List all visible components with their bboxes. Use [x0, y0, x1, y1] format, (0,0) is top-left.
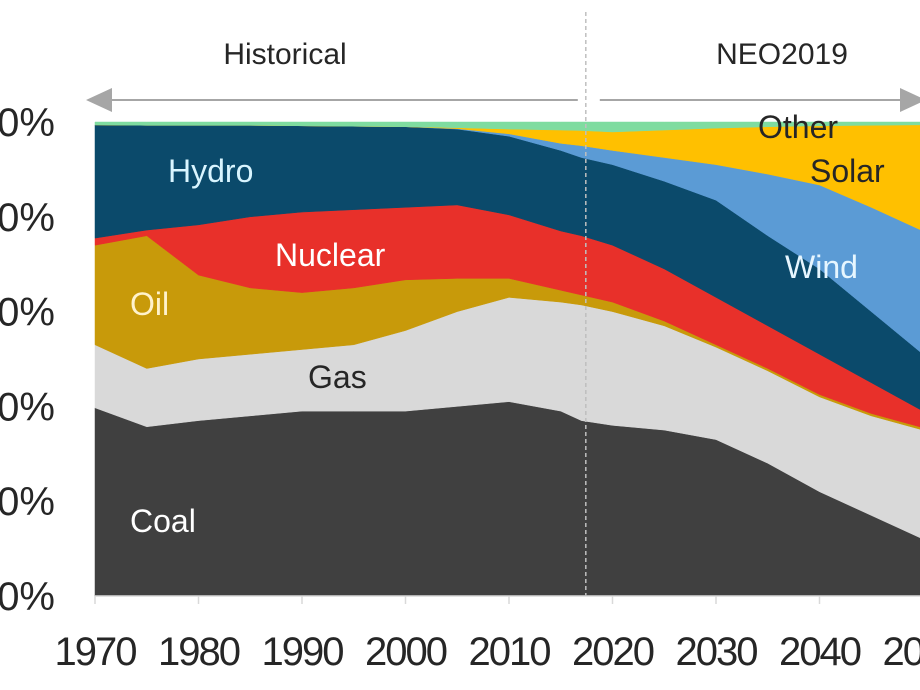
x-tick-label: 2020: [572, 630, 654, 674]
y-tick-label: 40%: [0, 385, 55, 429]
series-label-solar: Solar: [810, 153, 885, 189]
y-tick-label: 60%: [0, 291, 55, 335]
x-tick-label: 2030: [676, 630, 758, 674]
forecast-label: NEO2019: [716, 38, 848, 71]
x-tick-label: 1990: [262, 630, 344, 674]
series-label-coal: Coal: [130, 503, 196, 539]
x-tick-label: 2010: [469, 630, 551, 674]
series-label-other: Other: [758, 109, 838, 145]
axes: [94, 12, 920, 604]
historical-label: Historical: [223, 38, 346, 71]
tick-labels: 1970 1980 1990 2000 2010 2020 2030 2040 2050 0% 20…: [0, 101, 920, 674]
y-tick-label: 80%: [0, 196, 55, 240]
x-tick-label: 1970: [55, 630, 137, 674]
arrow-left-icon: [86, 88, 112, 112]
series-labels: Coal Gas Oil Nuclear Hydro Wind Solar Other: [130, 109, 885, 539]
series-label-nuclear: Nuclear: [275, 237, 386, 273]
series-label-oil: Oil: [130, 286, 169, 322]
y-tick-label: 100%: [0, 101, 55, 145]
period-annotations: Historical NEO2019: [86, 38, 920, 112]
area-layers: [94, 121, 920, 597]
x-tick-label: 1980: [158, 630, 240, 674]
y-tick-label: 0%: [0, 575, 55, 619]
x-tick-label: 2040: [779, 630, 861, 674]
x-tick-label: 2000: [365, 630, 447, 674]
arrow-right-icon: [900, 88, 920, 112]
y-tick-label: 20%: [0, 480, 55, 524]
series-label-gas: Gas: [308, 359, 367, 395]
series-label-hydro: Hydro: [168, 153, 253, 189]
series-label-wind: Wind: [785, 249, 858, 285]
area-other: [94, 121, 920, 133]
x-tick-label: 2050: [883, 630, 920, 674]
